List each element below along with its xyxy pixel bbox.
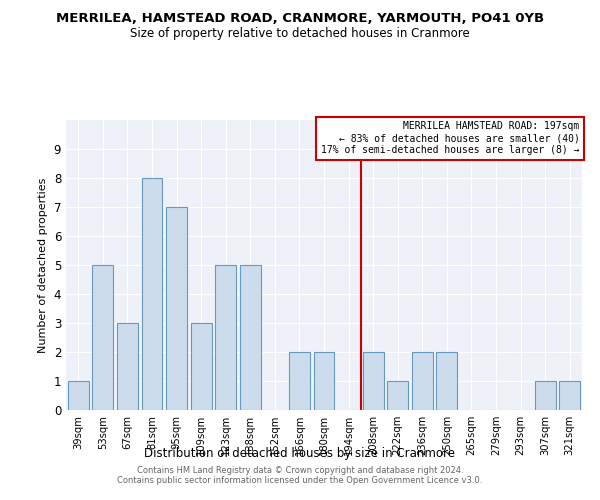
Bar [412, 352, 433, 410]
Bar [240, 265, 261, 410]
Text: Size of property relative to detached houses in Cranmore: Size of property relative to detached ho… [130, 28, 470, 40]
Text: MERRILEA HAMSTEAD ROAD: 197sqm
← 83% of detached houses are smaller (40)
17% of : MERRILEA HAMSTEAD ROAD: 197sqm ← 83% of … [321, 122, 580, 154]
Bar [535, 381, 556, 410]
Bar [362, 352, 383, 410]
Text: Distribution of detached houses by size in Cranmore: Distribution of detached houses by size … [145, 448, 455, 460]
Bar [215, 265, 236, 410]
Bar [387, 381, 408, 410]
Y-axis label: Number of detached properties: Number of detached properties [38, 178, 48, 352]
Bar [117, 323, 138, 410]
Text: Contains HM Land Registry data © Crown copyright and database right 2024.
Contai: Contains HM Land Registry data © Crown c… [118, 466, 482, 485]
Bar [191, 323, 212, 410]
Bar [436, 352, 457, 410]
Bar [92, 265, 113, 410]
Bar [166, 207, 187, 410]
Bar [559, 381, 580, 410]
Bar [142, 178, 163, 410]
Bar [68, 381, 89, 410]
Bar [314, 352, 334, 410]
Bar [289, 352, 310, 410]
Text: MERRILEA, HAMSTEAD ROAD, CRANMORE, YARMOUTH, PO41 0YB: MERRILEA, HAMSTEAD ROAD, CRANMORE, YARMO… [56, 12, 544, 26]
